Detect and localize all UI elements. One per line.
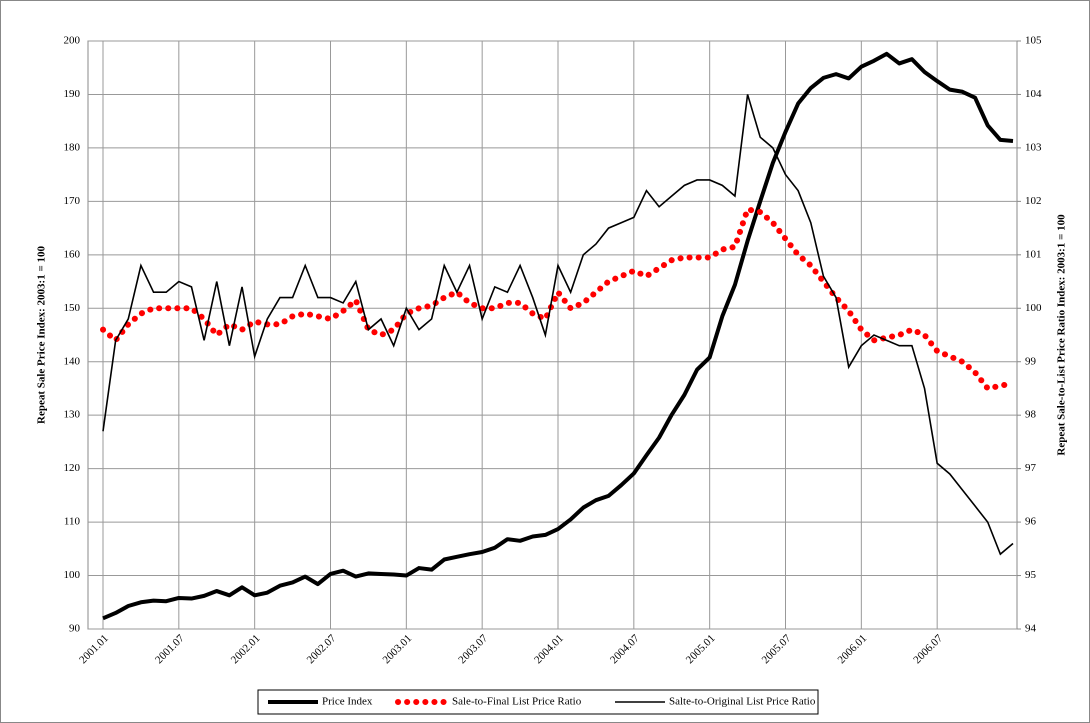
y-tick-label: 140	[64, 355, 81, 367]
y-tick-label: 90	[69, 623, 81, 635]
y-tick-label: 110	[64, 516, 81, 528]
y-tick-label: 100	[64, 569, 81, 581]
legend-label: Price Index	[322, 696, 373, 708]
y2-tick-label: 98	[1025, 409, 1037, 421]
y2-tick-label: 96	[1025, 516, 1037, 528]
y-tick-label: 180	[64, 141, 81, 153]
y-tick-label: 160	[64, 248, 81, 260]
y2-tick-label: 101	[1025, 248, 1042, 260]
y-axis-label: Repeat Sale Price Index: 2003:1 = 100	[36, 246, 48, 424]
y-tick-label: 130	[64, 409, 81, 421]
series-line	[102, 94, 1014, 556]
y2-tick-label: 94	[1025, 623, 1037, 635]
y2-tick-label: 104	[1025, 88, 1042, 100]
series-line	[102, 51, 1014, 621]
y2-tick-label: 102	[1025, 195, 1042, 207]
series-line	[100, 205, 1016, 392]
y2-tick-label: 99	[1025, 355, 1037, 367]
y2-tick-label: 95	[1025, 569, 1037, 581]
y2-tick-label: 103	[1025, 141, 1042, 153]
y-tick-label: 150	[64, 302, 81, 314]
legend-box	[257, 689, 819, 715]
y-tick-label: 170	[64, 195, 81, 207]
y-tick-label: 200	[64, 35, 81, 47]
legend-label: Sale-to-Final List Price Ratio	[452, 696, 582, 708]
y2-tick-label: 105	[1025, 35, 1042, 47]
y2-tick-label: 97	[1025, 462, 1037, 474]
y2-tick-label: 100	[1025, 302, 1042, 314]
y2-axis-label: Repeat Sale-to-List Price Ratio Index: 2…	[1056, 214, 1068, 456]
y-tick-label: 190	[64, 88, 81, 100]
y-tick-label: 120	[64, 462, 81, 474]
legend-label: Salte-to-Original List Price Ratio	[669, 696, 816, 708]
